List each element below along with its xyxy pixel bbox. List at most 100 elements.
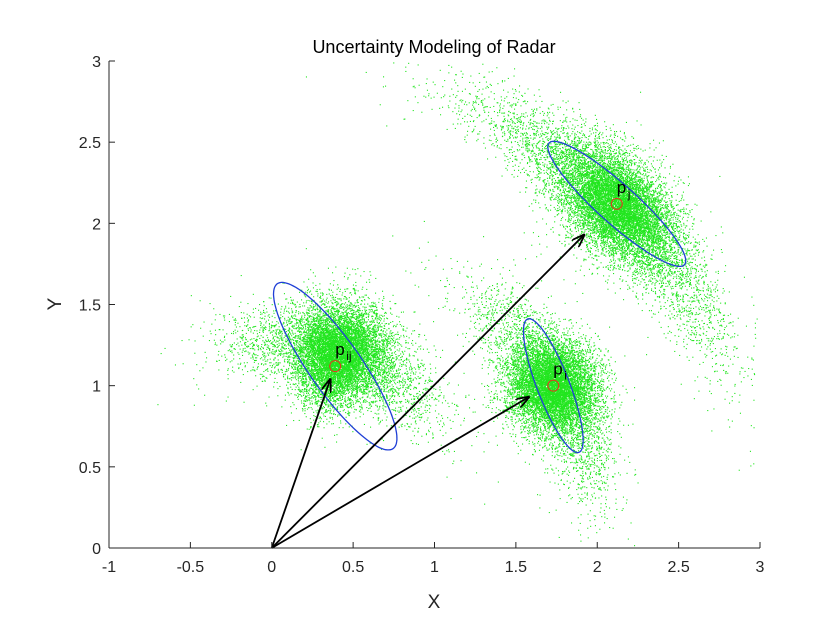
sample-point (342, 377, 344, 379)
sample-point (334, 402, 336, 404)
sample-point (303, 313, 305, 315)
sample-point (335, 334, 337, 336)
sample-point (301, 363, 303, 365)
sample-point (323, 381, 325, 383)
sample-point (356, 382, 358, 384)
sample-point (291, 348, 293, 350)
sample-point (364, 350, 366, 352)
sample-point (301, 402, 303, 404)
sample-point (332, 418, 334, 420)
sample-point (318, 372, 320, 374)
sample-point (358, 296, 360, 298)
sample-point (335, 369, 337, 371)
sample-point (330, 352, 332, 354)
sample-point (302, 368, 304, 370)
sample-point (280, 338, 282, 340)
sample-point (387, 382, 389, 384)
sample-point (361, 404, 363, 406)
sample-point (308, 315, 310, 317)
sample-point (315, 324, 317, 326)
sample-point (340, 316, 342, 318)
sample-point (354, 374, 356, 376)
sample-point (367, 316, 369, 318)
sample-point (337, 287, 339, 289)
sample-point (295, 319, 297, 321)
sample-point (353, 339, 355, 341)
sample-point (322, 328, 324, 330)
sample-point (319, 297, 321, 299)
sample-point (389, 359, 391, 361)
sample-point (302, 378, 304, 380)
sample-point (351, 372, 353, 374)
sample-point (359, 326, 361, 328)
sample-point (319, 362, 321, 364)
sample-point (328, 351, 330, 353)
sample-point (343, 303, 345, 305)
sample-point (355, 293, 357, 295)
sample-point (359, 319, 361, 321)
sample-point (305, 378, 307, 380)
sample-point (358, 328, 360, 330)
sample-point (338, 427, 340, 429)
sample-point (345, 311, 347, 313)
sample-point (360, 323, 362, 325)
sample-point (360, 313, 362, 315)
sample-point (330, 333, 332, 335)
sample-point (324, 403, 326, 405)
sample-point (283, 355, 285, 357)
sample-point (316, 403, 318, 405)
sample-point (393, 335, 395, 337)
sample-point (328, 405, 330, 407)
sample-point (331, 335, 333, 337)
sample-point (306, 428, 308, 430)
sample-point (332, 369, 334, 371)
sample-point (353, 375, 355, 377)
sample-point (325, 383, 327, 385)
sample-point (349, 292, 351, 294)
sample-point (298, 306, 300, 308)
sample-point (386, 343, 388, 345)
sample-point (303, 381, 305, 383)
sample-point (321, 386, 323, 388)
sample-point (394, 351, 396, 353)
sample-point (348, 359, 350, 361)
sample-point (336, 336, 338, 338)
sample-point (310, 306, 312, 308)
sample-point (348, 304, 350, 306)
sample-point (346, 288, 348, 290)
sample-point (396, 338, 398, 340)
sample-point (321, 437, 323, 439)
sample-point (313, 328, 315, 330)
sample-point (339, 385, 341, 387)
sample-point (315, 410, 317, 412)
sample-point (310, 363, 312, 365)
sample-point (344, 296, 346, 298)
sample-point (332, 299, 334, 301)
sample-point (371, 334, 373, 336)
sample-point (339, 338, 341, 340)
sample-point (359, 362, 361, 364)
sample-point (303, 368, 305, 370)
sample-point (318, 333, 320, 335)
sample-point (303, 336, 305, 338)
sample-point (328, 325, 330, 327)
sample-point (306, 358, 308, 360)
sample-point (290, 406, 292, 408)
sample-point (326, 317, 328, 319)
sample-point (362, 330, 364, 332)
sample-point (292, 317, 294, 319)
sample-point (419, 323, 421, 325)
sample-point (340, 298, 342, 300)
sample-point (351, 308, 353, 310)
sample-point (368, 305, 370, 307)
sample-point (332, 332, 334, 334)
sample-point (314, 341, 316, 343)
sample-point (319, 396, 321, 398)
sample-point (329, 336, 331, 338)
sample-point (296, 335, 298, 337)
sample-point (301, 359, 303, 361)
sample-point (361, 355, 363, 357)
sample-point (325, 326, 327, 328)
sample-point (353, 406, 355, 408)
sample-point (323, 319, 325, 321)
